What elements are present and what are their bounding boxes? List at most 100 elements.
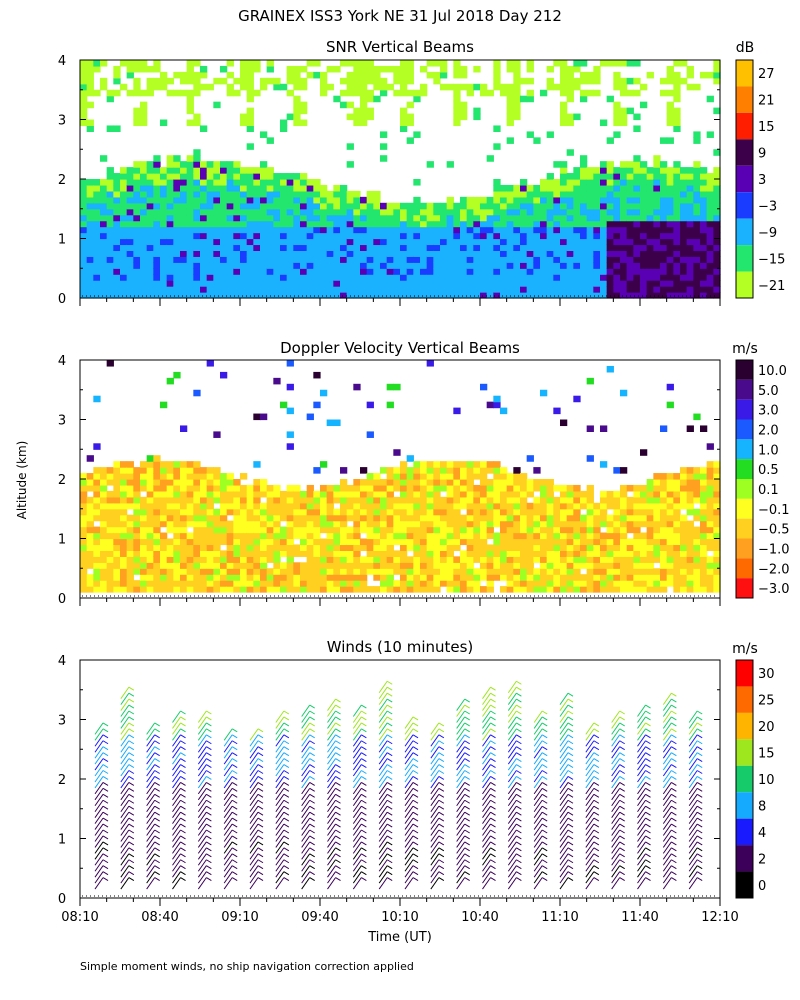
doppler-cell	[340, 479, 348, 486]
snr-cell	[413, 232, 421, 240]
wind-barb-flag	[180, 847, 186, 852]
snr-cell	[200, 256, 208, 263]
snr-cell	[366, 250, 374, 257]
wind-barb	[275, 817, 285, 830]
doppler-cell	[633, 520, 641, 528]
snr-cell	[660, 196, 668, 204]
snr-cell	[660, 286, 668, 293]
snr-cell	[393, 256, 401, 263]
doppler-cell	[386, 401, 394, 409]
snr-cell	[386, 83, 394, 91]
doppler-cell	[540, 490, 548, 498]
snr-cell	[186, 95, 194, 103]
doppler-cell	[360, 484, 368, 492]
snr-cell	[573, 238, 581, 246]
snr-cell	[493, 238, 501, 246]
snr-cell	[206, 274, 214, 281]
snr-cell	[140, 161, 148, 168]
snr-cell	[386, 232, 394, 240]
snr-cell	[380, 274, 388, 281]
snr-cell	[86, 179, 94, 186]
snr-cell	[513, 83, 521, 91]
doppler-cell	[673, 586, 681, 593]
snr-cell	[626, 179, 634, 186]
snr-cell	[626, 256, 634, 263]
doppler-cell	[180, 550, 188, 557]
doppler-cell	[426, 473, 434, 480]
doppler-cell	[400, 496, 408, 504]
colorbar-swatch	[736, 192, 753, 219]
doppler-cell	[333, 568, 341, 575]
wind-barb-flag	[309, 823, 315, 828]
snr-cell	[666, 184, 674, 192]
snr-cell	[313, 196, 321, 204]
doppler-cell	[166, 544, 174, 551]
snr-cell	[686, 220, 694, 228]
wind-barb	[223, 746, 233, 759]
doppler-cell	[433, 544, 441, 551]
snr-cell	[353, 280, 361, 287]
snr-cell	[206, 83, 214, 91]
doppler-cell	[406, 580, 414, 587]
snr-cell	[266, 208, 274, 216]
snr-cell	[693, 250, 701, 257]
snr-cell	[160, 173, 168, 180]
doppler-cell	[426, 568, 434, 575]
snr-cell	[700, 292, 708, 299]
doppler-cell	[660, 538, 668, 546]
doppler-cell	[273, 514, 281, 522]
snr-cell	[166, 232, 174, 240]
doppler-cell	[606, 502, 614, 510]
snr-cell	[553, 274, 561, 281]
snr-cell	[240, 286, 248, 293]
snr-cell	[453, 95, 461, 103]
wind-barb-flag	[180, 859, 186, 864]
snr-cell	[506, 286, 514, 293]
snr-cell	[700, 250, 708, 257]
doppler-cell	[133, 467, 141, 474]
doppler-cell	[606, 580, 614, 587]
snr-cell	[113, 268, 121, 275]
snr-cell	[226, 244, 234, 251]
wind-barb	[120, 782, 130, 795]
snr-cell	[446, 256, 454, 263]
doppler-cell	[146, 586, 154, 593]
snr-cell	[340, 184, 348, 192]
doppler-cell	[426, 360, 434, 367]
wind-barb	[94, 740, 104, 753]
doppler-cell	[426, 484, 434, 492]
doppler-cell	[206, 520, 214, 528]
snr-cell	[680, 208, 688, 216]
snr-cell	[246, 244, 254, 251]
doppler-cell	[520, 526, 528, 534]
snr-cell	[226, 71, 234, 79]
snr-cell	[386, 202, 394, 210]
doppler-cell	[433, 467, 441, 474]
snr-cell	[506, 190, 514, 198]
snr-cell	[520, 292, 528, 299]
snr-cell	[340, 220, 348, 228]
snr-cell	[586, 268, 594, 275]
snr-cell	[566, 184, 574, 192]
snr-cell	[366, 292, 374, 299]
wind-barb	[249, 871, 259, 884]
doppler-cell	[100, 484, 108, 492]
doppler-cell	[146, 568, 154, 575]
snr-cell	[160, 202, 168, 210]
snr-cell	[100, 274, 108, 281]
snr-cell	[566, 202, 574, 210]
snr-cell	[293, 101, 301, 109]
snr-cell	[80, 208, 88, 216]
snr-cell	[246, 143, 254, 150]
doppler-cell	[606, 526, 614, 534]
doppler-cell	[306, 520, 314, 528]
snr-cell	[80, 286, 88, 293]
doppler-cell	[473, 586, 481, 593]
snr-cell	[226, 214, 234, 222]
wind-barb-flag	[128, 692, 135, 697]
snr-cell	[246, 119, 254, 127]
snr-cell	[613, 71, 621, 79]
wind-barb	[275, 799, 285, 813]
doppler-cell	[393, 473, 401, 480]
wind-barb	[146, 817, 156, 830]
